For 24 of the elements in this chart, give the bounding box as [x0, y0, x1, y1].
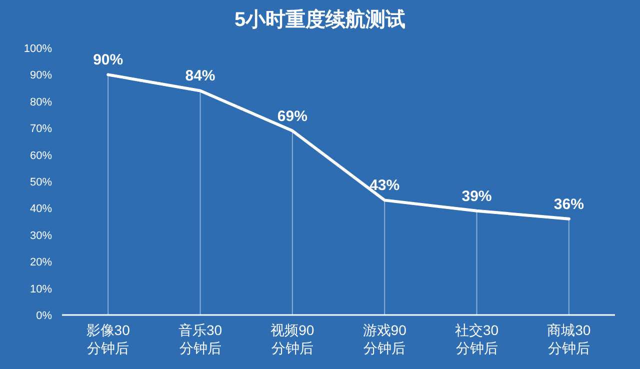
text: 69% [277, 108, 308, 125]
text: 36% [554, 196, 584, 213]
x-tick-label: 社交30 分钟后 [454, 322, 499, 356]
text: 84% [185, 68, 216, 85]
y-tick-label: 40% [30, 203, 52, 216]
x-tick-label: 游戏90 分钟后 [362, 322, 407, 356]
y-tick-label: 60% [30, 150, 52, 162]
y-tick-label: 70% [30, 123, 52, 136]
chart-title: 5小时重度续航测试 [234, 8, 406, 31]
y-tick-label: 80% [30, 96, 52, 108]
y-tick-label: 100% [24, 43, 52, 55]
y-tick-label: 0% [36, 310, 52, 322]
y-tick-label: 90% [30, 70, 52, 82]
text: 90% [93, 52, 124, 69]
x-tick-label: 商城30 分钟后 [547, 322, 591, 356]
y-tick-label: 30% [30, 230, 52, 242]
x-tick-label: 影像30 分钟后 [86, 322, 130, 356]
x-tick-label: 视频90 分钟后 [270, 322, 314, 356]
y-tick-label: 10% [30, 283, 52, 296]
x-tick-label: 音乐30 分钟后 [178, 322, 222, 356]
text: 39% [462, 188, 492, 205]
y-tick-label: 50% [30, 176, 52, 188]
text: 43% [370, 177, 400, 194]
y-tick-label: 20% [30, 256, 52, 269]
